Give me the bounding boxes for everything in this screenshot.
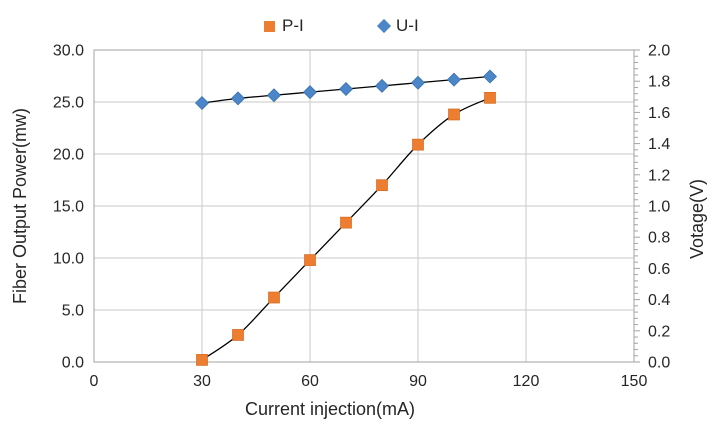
y-right-tick-label: 1.4	[648, 136, 670, 153]
x-tick-label: 60	[301, 373, 319, 390]
pi-square-marker-icon	[264, 20, 275, 32]
series-U-I-marker	[194, 96, 210, 111]
y-left-tick-label: 15.0	[53, 199, 84, 216]
series-U-I-marker	[374, 78, 390, 93]
y-left-tick-label: 10.0	[53, 251, 84, 268]
y-right-tick-label: 0.4	[648, 292, 670, 309]
series-U-I-marker	[482, 69, 498, 84]
x-tick-label: 30	[193, 373, 211, 390]
y-right-tick-label: 1.2	[648, 167, 670, 184]
series-U-I-marker	[266, 88, 282, 103]
series-U-I-marker	[302, 85, 318, 100]
series-P-I-line	[201, 97, 491, 361]
x-axis-title: Current injection(mA)	[244, 399, 416, 419]
series-P-I-marker	[340, 216, 352, 229]
series-P-I-marker	[376, 179, 388, 192]
y-right-tick-label: 0.2	[648, 323, 670, 340]
y-right-tick-label: 2.0	[648, 43, 670, 60]
y-right-tick-label: 1.6	[648, 105, 670, 122]
series-P-I-marker	[232, 329, 244, 341]
series-P-I-marker	[304, 254, 316, 266]
series-P-I-marker	[484, 91, 496, 104]
y-right-tick-label: 1.8	[648, 74, 670, 91]
series-U-I-marker	[230, 91, 246, 106]
y-right-tick-label: 0.0	[648, 355, 670, 372]
y-left-tick-label: 5.0	[62, 303, 84, 320]
series-P-I-marker	[448, 108, 460, 121]
legend-label-ui: U-I	[396, 16, 419, 35]
y-axis-left-title: Fiber Output Power(mw)	[10, 107, 30, 305]
y-left-tick-label: 0.0	[62, 355, 84, 372]
y-left-tick-label: 20.0	[53, 147, 84, 164]
series-U-I-marker	[410, 75, 426, 90]
series-P-I-marker	[412, 138, 424, 151]
legend-item-pi: P-I	[264, 15, 304, 37]
x-tick-label: 0	[90, 373, 99, 390]
y-right-tick-label: 0.8	[648, 230, 670, 247]
legend-item-ui: U-I	[376, 15, 419, 37]
legend-label-pi: P-I	[282, 16, 304, 35]
x-tick-label: 90	[409, 373, 427, 390]
series-P-I-marker	[196, 354, 208, 366]
x-tick-label: 150	[621, 373, 648, 390]
x-tick-label: 120	[513, 373, 540, 390]
series-P-I-marker	[268, 291, 280, 304]
y-axis-right-title: Votage(V)	[687, 178, 707, 260]
series-U-I-marker	[446, 72, 462, 87]
y-right-tick-label: 0.6	[648, 261, 670, 278]
y-right-tick-label: 1.0	[648, 199, 670, 216]
y-left-tick-label: 30.0	[53, 43, 84, 60]
ui-diamond-marker-icon	[376, 18, 392, 34]
series-U-I-marker	[338, 81, 354, 97]
y-left-tick-label: 25.0	[53, 95, 84, 112]
